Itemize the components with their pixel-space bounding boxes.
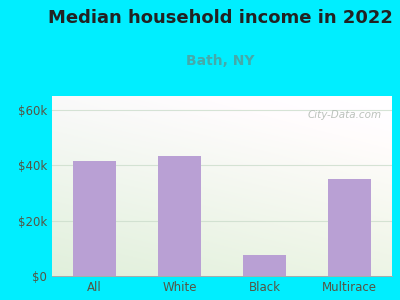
Bar bbox=[73, 161, 116, 276]
Text: City-Data.com: City-Data.com bbox=[308, 110, 382, 120]
Bar bbox=[158, 155, 201, 276]
Bar bbox=[243, 255, 286, 276]
Text: Bath, NY: Bath, NY bbox=[186, 54, 254, 68]
Text: Median household income in 2022: Median household income in 2022 bbox=[48, 9, 392, 27]
Bar bbox=[328, 179, 371, 276]
